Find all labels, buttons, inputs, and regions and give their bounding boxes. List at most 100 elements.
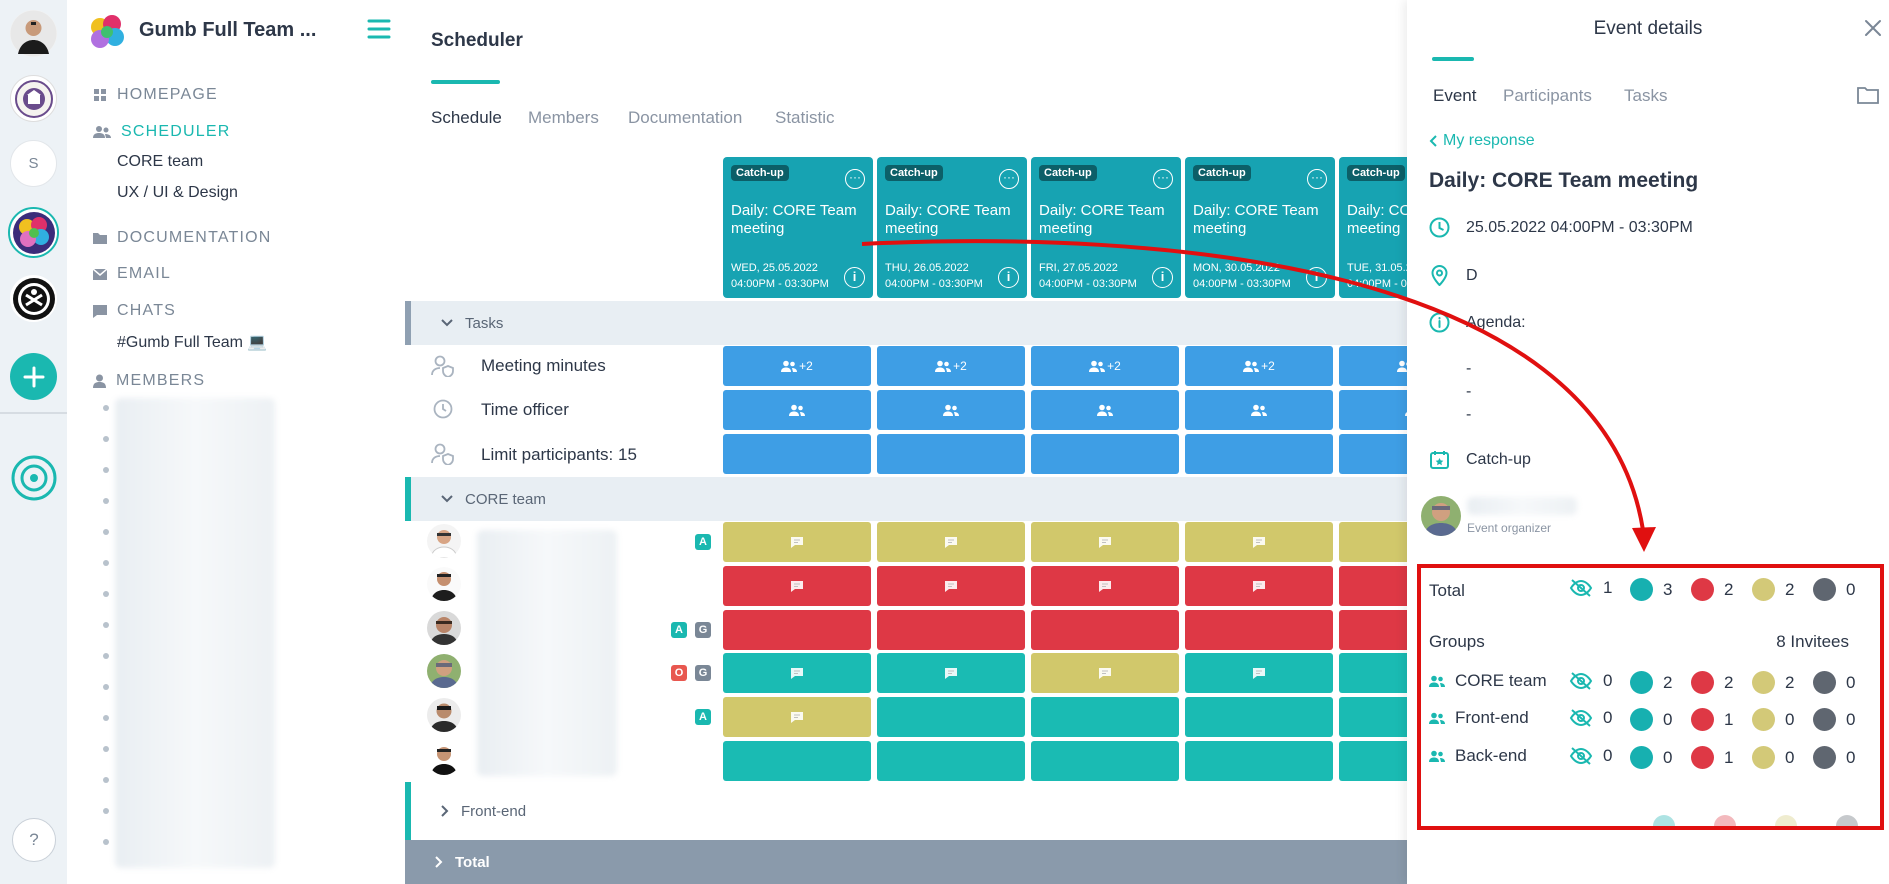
task-slot[interactable] — [877, 434, 1025, 474]
more-options-icon[interactable]: ··· — [999, 169, 1019, 189]
event-card[interactable]: Catch-up ··· Daily: CORE Team meeting FR… — [1031, 157, 1181, 298]
info-icon[interactable]: i — [998, 267, 1019, 288]
attendance-cell[interactable] — [1185, 697, 1333, 737]
tab-statistic[interactable]: Statistic — [775, 108, 835, 127]
attendance-cell[interactable] — [877, 741, 1025, 781]
member-avatar[interactable] — [427, 698, 461, 732]
member-avatar[interactable] — [427, 567, 461, 601]
panel-tab-participants[interactable]: Participants — [1503, 86, 1592, 105]
attendance-cell[interactable] — [1339, 610, 1407, 650]
task-slot[interactable]: +2 — [723, 346, 871, 386]
attendance-cell[interactable] — [723, 741, 871, 781]
attendance-cell[interactable] — [723, 566, 871, 606]
section-front-end[interactable]: Front-end — [405, 782, 1407, 840]
attendance-cell[interactable] — [1031, 522, 1179, 562]
task-slot[interactable] — [1339, 390, 1407, 430]
university-workspace-icon[interactable] — [10, 75, 57, 122]
panel-tab-event[interactable]: Event — [1433, 86, 1477, 105]
attendance-cell[interactable] — [1031, 566, 1179, 606]
folder-icon[interactable] — [1857, 86, 1879, 104]
member-avatar[interactable] — [427, 611, 461, 645]
task-slot[interactable] — [723, 390, 871, 430]
add-workspace-button[interactable] — [10, 353, 57, 400]
attendance-cell[interactable] — [1339, 653, 1407, 693]
task-slot[interactable] — [723, 434, 871, 474]
attendance-cell[interactable] — [1031, 653, 1179, 693]
tab-members[interactable]: Members — [528, 108, 599, 127]
member-avatar[interactable] — [427, 524, 461, 558]
menu-hamburger-icon[interactable] — [367, 18, 391, 40]
nav-documentation[interactable]: DOCUMENTATION — [93, 229, 272, 247]
attendance-cell[interactable] — [877, 653, 1025, 693]
tab-schedule[interactable]: Schedule — [431, 108, 502, 127]
team-title[interactable]: Gumb Full Team ... — [139, 19, 317, 41]
attendance-cell[interactable] — [1339, 566, 1407, 606]
nav-members[interactable]: MEMBERS — [93, 372, 205, 390]
info-icon[interactable]: i — [1306, 267, 1327, 288]
panel-tab-tasks[interactable]: Tasks — [1624, 86, 1668, 105]
task-slot[interactable] — [1339, 434, 1407, 474]
workspace-s-avatar[interactable]: S — [10, 140, 57, 187]
group-row[interactable]: Back-end — [1429, 746, 1527, 766]
nav-sub-ux-ui-design[interactable]: UX / UI & Design — [117, 184, 238, 201]
attendance-cell[interactable] — [1185, 741, 1333, 781]
attendance-cell[interactable] — [1339, 697, 1407, 737]
task-slot[interactable] — [1031, 390, 1179, 430]
event-card[interactable]: Catch-up ··· Daily: CORE Team meeting WE… — [723, 157, 873, 298]
black-emblem-workspace-icon[interactable] — [10, 275, 57, 322]
nav-email[interactable]: EMAIL — [93, 265, 171, 283]
attendance-cell[interactable] — [1185, 522, 1333, 562]
task-slot[interactable] — [1185, 434, 1333, 474]
task-slot[interactable] — [1185, 390, 1333, 430]
event-card[interactable]: Catch-up ··· Daily: CORE Team meeting MO… — [1185, 157, 1335, 298]
attendance-cell[interactable] — [1031, 610, 1179, 650]
attendance-cell[interactable] — [723, 697, 871, 737]
more-options-icon[interactable]: ··· — [1153, 169, 1173, 189]
attendance-cell[interactable] — [1031, 741, 1179, 781]
section-core-team[interactable]: CORE team — [405, 477, 1407, 521]
nav-sub-chat-channel[interactable]: #Gumb Full Team 💻 — [117, 334, 268, 351]
tab-documentation[interactable]: Documentation — [628, 108, 743, 127]
my-response-link[interactable]: My response — [1429, 132, 1535, 150]
help-button[interactable]: ? — [12, 818, 56, 862]
member-avatar[interactable] — [427, 741, 461, 775]
attendance-cell[interactable] — [723, 610, 871, 650]
more-options-icon[interactable]: ··· — [1307, 169, 1327, 189]
target-icon[interactable] — [10, 454, 57, 501]
event-card[interactable]: Catch-up ··· Daily: CORE Team meeting TH… — [877, 157, 1027, 298]
attendance-cell[interactable] — [1185, 566, 1333, 606]
attendance-cell[interactable] — [1185, 653, 1333, 693]
task-slot[interactable] — [1031, 434, 1179, 474]
nav-sub-core-team[interactable]: CORE team — [117, 153, 204, 170]
nav-chats[interactable]: CHATS — [93, 302, 176, 320]
section-tasks[interactable]: Tasks — [405, 301, 1407, 345]
info-icon[interactable]: i — [1152, 267, 1173, 288]
attendance-cell[interactable] — [877, 610, 1025, 650]
gumb-workspace-icon[interactable] — [8, 207, 59, 258]
attendance-cell[interactable] — [1185, 610, 1333, 650]
task-slot[interactable]: +2 — [1185, 346, 1333, 386]
event-card[interactable]: Catch-up ··· Daily: CORE Team meeting TU… — [1339, 157, 1407, 298]
task-slot[interactable] — [877, 390, 1025, 430]
group-row[interactable]: Front-end — [1429, 708, 1529, 728]
attendance-cell[interactable] — [877, 697, 1025, 737]
nav-scheduler[interactable]: SCHEDULER — [93, 123, 231, 141]
attendance-cell[interactable] — [1031, 697, 1179, 737]
nav-homepage[interactable]: HOMEPAGE — [93, 86, 218, 104]
more-options-icon[interactable]: ··· — [845, 169, 865, 189]
attendance-cell[interactable] — [1339, 741, 1407, 781]
section-total[interactable]: Total — [405, 840, 1407, 884]
user-avatar[interactable] — [10, 10, 57, 57]
group-row[interactable]: CORE team — [1429, 671, 1547, 691]
member-avatar[interactable] — [427, 654, 461, 688]
info-icon[interactable]: i — [844, 267, 865, 288]
attendance-cell[interactable] — [877, 522, 1025, 562]
organizer-avatar[interactable] — [1421, 496, 1461, 536]
task-slot[interactable]: +2 — [1031, 346, 1179, 386]
attendance-cell[interactable] — [877, 566, 1025, 606]
task-slot[interactable]: +2 — [877, 346, 1025, 386]
attendance-cell[interactable] — [723, 522, 871, 562]
close-icon[interactable] — [1863, 18, 1883, 38]
attendance-cell[interactable] — [1339, 522, 1407, 562]
attendance-cell[interactable] — [723, 653, 871, 693]
